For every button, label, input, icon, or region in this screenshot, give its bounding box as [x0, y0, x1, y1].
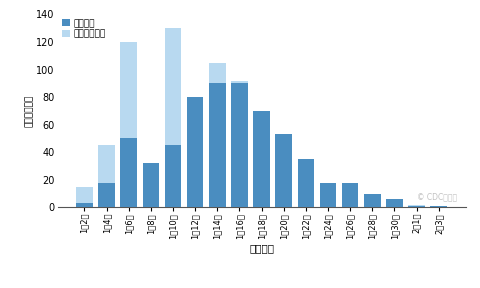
Bar	[187, 115, 204, 207]
Bar	[386, 200, 403, 207]
Bar	[209, 83, 226, 207]
Text: © CDC疾控人: © CDC疾控人	[417, 193, 457, 202]
Bar	[165, 145, 181, 207]
Bar	[76, 187, 93, 207]
Legend: 确诊病例, 无症状感染者: 确诊病例, 无症状感染者	[60, 17, 108, 41]
Bar	[408, 206, 425, 207]
Bar	[431, 206, 447, 207]
Bar	[253, 125, 270, 207]
Bar	[298, 159, 314, 207]
X-axis label: 报告日期: 报告日期	[249, 243, 274, 253]
Bar	[98, 183, 115, 207]
Bar	[231, 81, 248, 207]
Bar	[276, 159, 292, 207]
Bar	[431, 206, 447, 207]
Bar	[342, 183, 359, 207]
Bar	[98, 145, 115, 207]
Bar	[320, 183, 336, 207]
Y-axis label: 病例数（例）: 病例数（例）	[24, 95, 34, 127]
Bar	[209, 63, 226, 207]
Bar	[364, 194, 381, 207]
Bar	[143, 167, 159, 207]
Bar	[76, 203, 93, 207]
Bar	[364, 196, 381, 207]
Bar	[120, 42, 137, 207]
Bar	[320, 183, 336, 207]
Bar	[165, 28, 181, 207]
Bar	[253, 111, 270, 207]
Bar	[386, 199, 403, 207]
Bar	[120, 139, 137, 207]
Bar	[276, 134, 292, 207]
Bar	[342, 187, 359, 207]
Bar	[298, 180, 314, 207]
Bar	[187, 97, 204, 207]
Bar	[231, 83, 248, 207]
Bar	[408, 204, 425, 207]
Bar	[143, 163, 159, 207]
